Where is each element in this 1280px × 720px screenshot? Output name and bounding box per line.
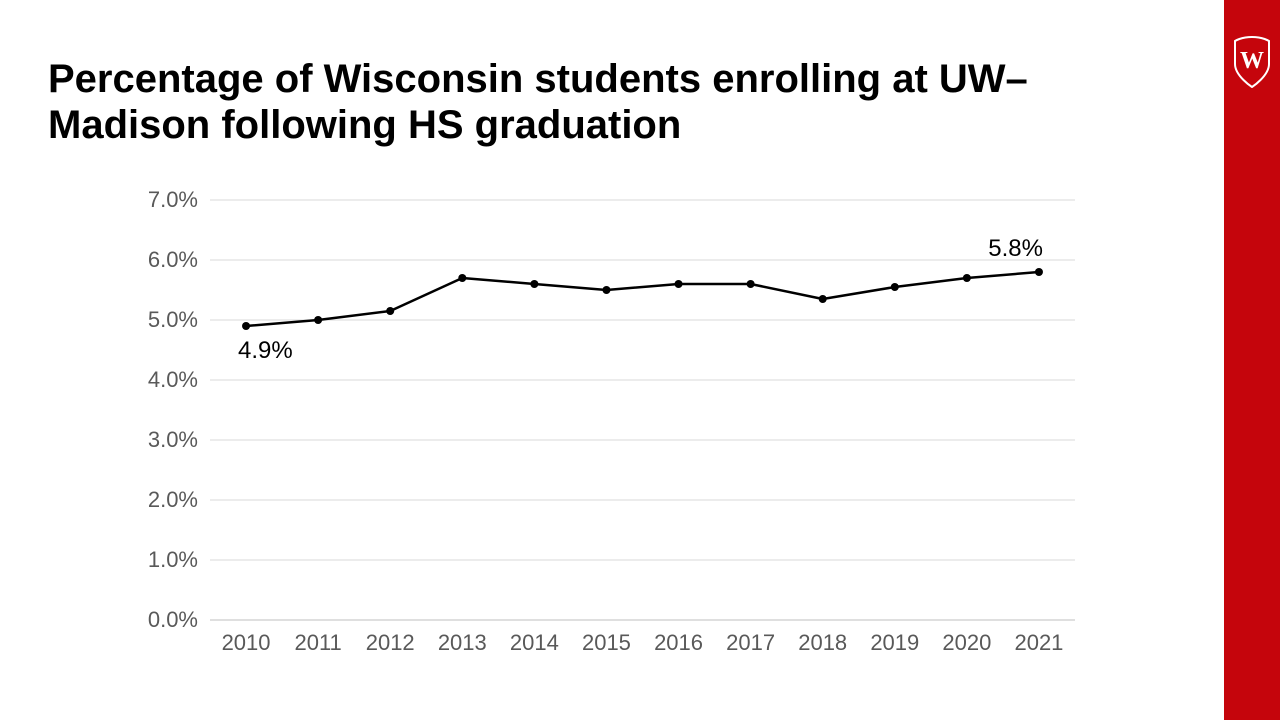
data-point — [891, 283, 899, 291]
brand-bar — [1224, 0, 1280, 720]
y-tick-label: 7.0% — [148, 190, 198, 212]
data-point — [1035, 268, 1043, 276]
line-chart: 0.0% 1.0% 2.0% 3.0% 4.0% 5.0% 6.0% 7.0% 2010 2011… — [130, 190, 1130, 690]
data-label: 5.8% — [988, 235, 1043, 262]
x-tick-label: 2019 — [870, 630, 919, 655]
data-point — [602, 286, 610, 294]
data-point — [819, 295, 827, 303]
x-tick-label: 2020 — [942, 630, 991, 655]
x-tick-label: 2017 — [726, 630, 775, 655]
data-point — [675, 280, 683, 288]
x-tick-label: 2021 — [1014, 630, 1063, 655]
x-tick-label: 2015 — [582, 630, 631, 655]
x-tick-label: 2010 — [222, 630, 271, 655]
y-tick-label: 2.0% — [148, 487, 198, 512]
y-tick-label: 3.0% — [148, 427, 198, 452]
data-point — [747, 280, 755, 288]
data-label: 4.9% — [238, 337, 293, 364]
data-point — [242, 322, 250, 330]
data-point — [530, 280, 538, 288]
x-tick-label: 2011 — [294, 630, 341, 655]
uw-crest-icon: W — [1224, 36, 1280, 88]
x-tick-label: 2014 — [510, 630, 559, 655]
chart-title: Percentage of Wisconsin students enrolli… — [48, 56, 1128, 148]
slide: W Percentage of Wisconsin students enrol… — [0, 0, 1280, 720]
y-tick-label: 6.0% — [148, 247, 198, 272]
y-tick-label: 5.0% — [148, 307, 198, 332]
y-tick-label: 0.0% — [148, 607, 198, 632]
series-line — [246, 272, 1039, 326]
y-tick-label: 4.0% — [148, 367, 198, 392]
y-tick-label: 1.0% — [148, 547, 198, 572]
data-point — [314, 316, 322, 324]
data-point — [458, 274, 466, 282]
x-tick-label: 2012 — [366, 630, 415, 655]
data-point — [386, 307, 394, 315]
x-tick-label: 2018 — [798, 630, 847, 655]
data-point — [963, 274, 971, 282]
x-tick-label: 2013 — [438, 630, 487, 655]
x-tick-label: 2016 — [654, 630, 703, 655]
crest-letter: W — [1240, 48, 1264, 74]
